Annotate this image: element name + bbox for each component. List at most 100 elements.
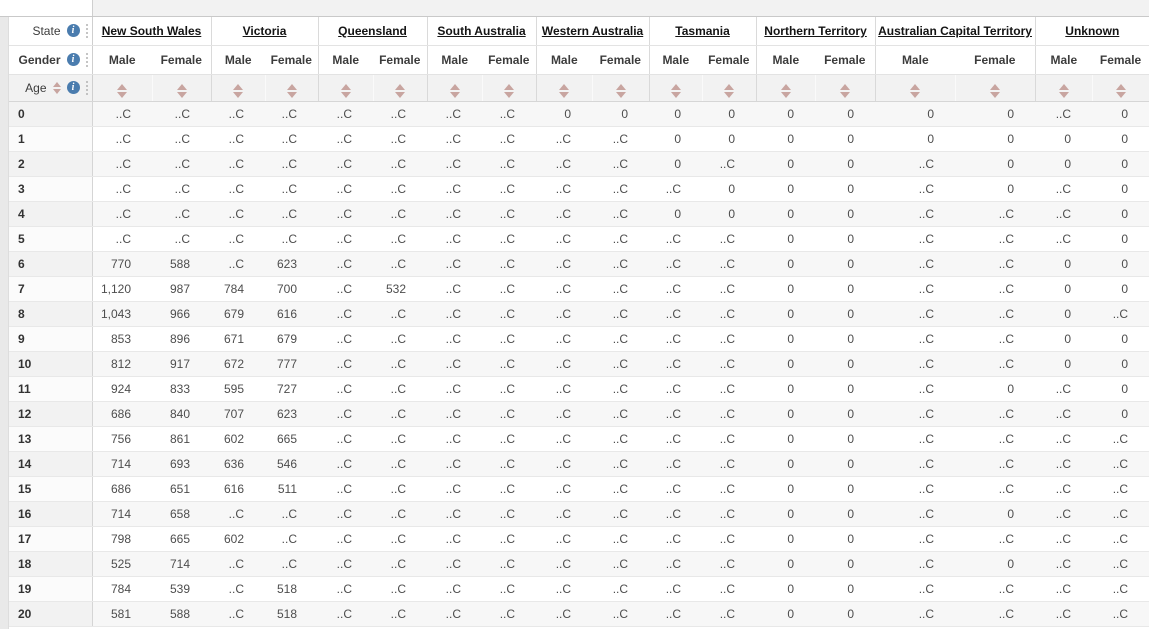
sort-arrows-icon[interactable] xyxy=(990,84,1001,98)
value-cell: ..C xyxy=(702,401,757,427)
value-cell: 0 xyxy=(815,101,876,127)
info-icon[interactable]: i xyxy=(66,81,80,94)
sort-arrows-icon[interactable] xyxy=(559,84,570,98)
age-row-header: 20 xyxy=(9,601,93,627)
column-sort-toggle[interactable] xyxy=(210,74,266,102)
value-cell: ..C xyxy=(592,601,650,627)
value-cell: ..C xyxy=(592,276,650,302)
value-cell: 658 xyxy=(152,501,212,527)
value-cell: ..C xyxy=(536,576,593,602)
value-cell: 853 xyxy=(92,326,152,352)
sort-arrows-icon[interactable] xyxy=(840,84,851,98)
column-sort-toggle[interactable] xyxy=(591,74,650,102)
column-sort-toggle[interactable] xyxy=(426,74,483,102)
sort-arrows-icon[interactable] xyxy=(1058,84,1069,98)
value-cell: 924 xyxy=(92,376,152,402)
value-cell: 0 xyxy=(756,426,816,452)
value-cell: ..C xyxy=(152,101,212,127)
sort-arrows-icon[interactable] xyxy=(286,84,297,98)
state-group-link[interactable]: Victoria xyxy=(242,23,287,38)
value-cell: 0 xyxy=(1092,226,1149,252)
value-cell: 0 xyxy=(756,401,816,427)
age-row-header: 7 xyxy=(9,276,93,302)
drag-grip-icon[interactable] xyxy=(85,52,88,67)
sort-arrows-icon[interactable] xyxy=(233,84,244,98)
value-cell: ..C xyxy=(318,576,374,602)
sort-arrows-icon[interactable] xyxy=(340,84,351,98)
column-sort-toggle[interactable] xyxy=(814,74,876,102)
state-group-link[interactable]: South Australia xyxy=(437,23,526,38)
value-cell: ..C xyxy=(955,326,1036,352)
value-cell: ..C xyxy=(1035,526,1093,552)
column-sort-toggle[interactable] xyxy=(264,74,319,102)
value-cell: 756 xyxy=(92,426,152,452)
gender-column-header: Male xyxy=(426,45,483,75)
value-cell: 636 xyxy=(211,451,266,477)
value-cell: 0 xyxy=(756,151,816,177)
value-cell: ..C xyxy=(427,376,483,402)
sort-arrows-icon[interactable] xyxy=(670,84,681,98)
column-sort-toggle[interactable] xyxy=(372,74,428,102)
value-cell: 777 xyxy=(265,351,319,377)
value-cell: 727 xyxy=(265,376,319,402)
state-group-link[interactable]: New South Wales xyxy=(101,23,202,38)
value-cell: 0 xyxy=(815,376,876,402)
value-cell: 0 xyxy=(815,476,876,502)
value-cell: 581 xyxy=(92,601,152,627)
sort-arrows-icon[interactable] xyxy=(615,84,626,98)
value-cell: ..C xyxy=(318,126,374,152)
column-sort-toggle[interactable] xyxy=(151,74,212,102)
state-group-header: Queensland xyxy=(317,17,428,46)
gender-column-header: Female xyxy=(265,45,319,75)
sort-arrows-icon[interactable] xyxy=(395,84,406,98)
sort-arrows-icon[interactable] xyxy=(449,84,460,98)
sort-arrows-icon[interactable] xyxy=(504,84,515,98)
info-icon[interactable]: i xyxy=(66,53,80,66)
state-group-link[interactable]: Western Australia xyxy=(541,23,644,38)
column-sort-toggle[interactable] xyxy=(701,74,757,102)
state-group-link[interactable]: Unknown xyxy=(1065,23,1120,38)
value-cell: ..C xyxy=(373,451,428,477)
state-group-link[interactable]: Queensland xyxy=(338,23,407,38)
state-group-header: Northern Territory xyxy=(755,17,876,46)
sort-arrows-icon[interactable] xyxy=(724,84,735,98)
drag-grip-icon[interactable] xyxy=(85,23,88,38)
column-sort-toggle[interactable] xyxy=(1034,74,1093,102)
value-cell: 0 xyxy=(756,576,816,602)
value-cell: ..C xyxy=(427,326,483,352)
value-cell: 0 xyxy=(1092,276,1149,302)
column-sort-toggle[interactable] xyxy=(648,74,703,102)
value-cell: ..C xyxy=(92,151,152,177)
column-sort-toggle[interactable] xyxy=(481,74,537,102)
value-cell: ..C xyxy=(318,451,374,477)
state-group-link[interactable]: Northern Territory xyxy=(764,23,867,38)
column-sort-toggle[interactable] xyxy=(91,74,152,102)
sort-arrows-icon[interactable] xyxy=(176,84,187,98)
column-sort-toggle[interactable] xyxy=(874,74,956,102)
sort-arrows-icon[interactable] xyxy=(117,84,127,98)
sort-arrows-icon[interactable] xyxy=(1115,84,1126,98)
value-cell: 0 xyxy=(756,326,816,352)
sort-arrows-icon[interactable] xyxy=(910,84,921,98)
value-cell: ..C xyxy=(482,451,537,477)
column-sort-toggle[interactable] xyxy=(535,74,593,102)
value-cell: 0 xyxy=(756,126,816,152)
column-sort-toggle[interactable] xyxy=(317,74,374,102)
value-cell: ..C xyxy=(427,251,483,277)
column-sort-toggle[interactable] xyxy=(1091,74,1149,102)
value-cell: ..C xyxy=(702,576,757,602)
column-sort-toggle[interactable] xyxy=(954,74,1036,102)
value-cell: ..C xyxy=(649,551,703,577)
state-group-link[interactable]: Tasmania xyxy=(675,23,730,38)
info-icon[interactable]: i xyxy=(66,24,80,38)
value-cell: ..C xyxy=(318,326,374,352)
value-cell: 917 xyxy=(152,351,212,377)
column-sort-toggle[interactable] xyxy=(755,74,816,102)
value-cell: ..C xyxy=(427,601,483,627)
value-cell: ..C xyxy=(482,601,537,627)
sort-arrows-icon[interactable] xyxy=(780,84,791,98)
drag-grip-icon[interactable] xyxy=(85,80,88,95)
age-sort-arrows-icon[interactable] xyxy=(52,81,61,94)
state-group-link[interactable]: Australian Capital Territory xyxy=(878,23,1032,38)
value-cell: ..C xyxy=(702,501,757,527)
